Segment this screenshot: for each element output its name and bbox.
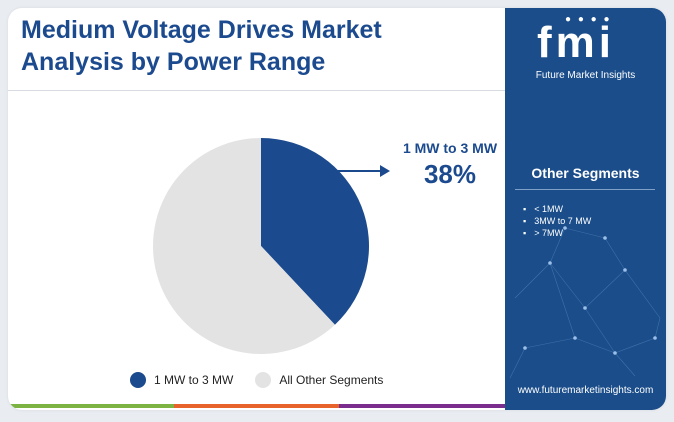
bottom-bar-green — [8, 404, 174, 408]
title-line-2: Analysis by Power Range — [21, 48, 326, 76]
sidebar-panel: ● ● ● ● fmi Future Market Insights Other… — [505, 8, 666, 410]
legend-label: All Other Segments — [279, 373, 384, 387]
callout-value: 38% — [423, 159, 477, 189]
legend-item: All Other Segments — [255, 372, 383, 388]
bottom-color-bar — [8, 404, 506, 408]
pie-slice-highlight — [261, 138, 369, 325]
logo-icons: ● ● ● ● — [565, 14, 612, 25]
other-segment-item: 3MW to 7 MW — [523, 215, 591, 227]
website-link[interactable]: www.futuremarketinsights.com — [517, 385, 654, 396]
other-segments-divider — [515, 189, 655, 190]
legend-swatch — [255, 372, 272, 388]
title-line-1: Medium Voltage Drives Market — [21, 16, 382, 44]
other-segment-item: > 7MW — [523, 227, 591, 239]
bottom-bar-purple — [339, 404, 506, 408]
callout-label: 1 MW to 3 MW — [402, 140, 498, 156]
legend-item: 1 MW to 3 MW — [130, 372, 233, 388]
arrow-right-icon — [330, 165, 390, 177]
network-pattern — [509, 226, 661, 379]
logo-subtitle: Future Market Insights — [535, 70, 636, 81]
title-divider — [8, 90, 508, 91]
bottom-bar-orange — [173, 404, 340, 408]
pie-chart — [152, 138, 369, 354]
legend-label: 1 MW to 3 MW — [154, 373, 234, 387]
other-segments-title: Other Segments — [531, 165, 640, 181]
pie-slice-other — [152, 138, 335, 354]
other-segments-list: < 1MW 3MW to 7 MW > 7MW — [523, 203, 591, 239]
page-title: Medium Voltage Drives Market Analysis by… — [21, 14, 501, 78]
chart-legend: 1 MW to 3 MW All Other Segments — [130, 372, 405, 388]
legend-swatch — [130, 372, 146, 388]
other-segment-item: < 1MW — [523, 203, 591, 215]
infographic-card: Medium Voltage Drives Market Analysis by… — [8, 8, 666, 410]
fmi-logo: fmi — [537, 18, 615, 67]
